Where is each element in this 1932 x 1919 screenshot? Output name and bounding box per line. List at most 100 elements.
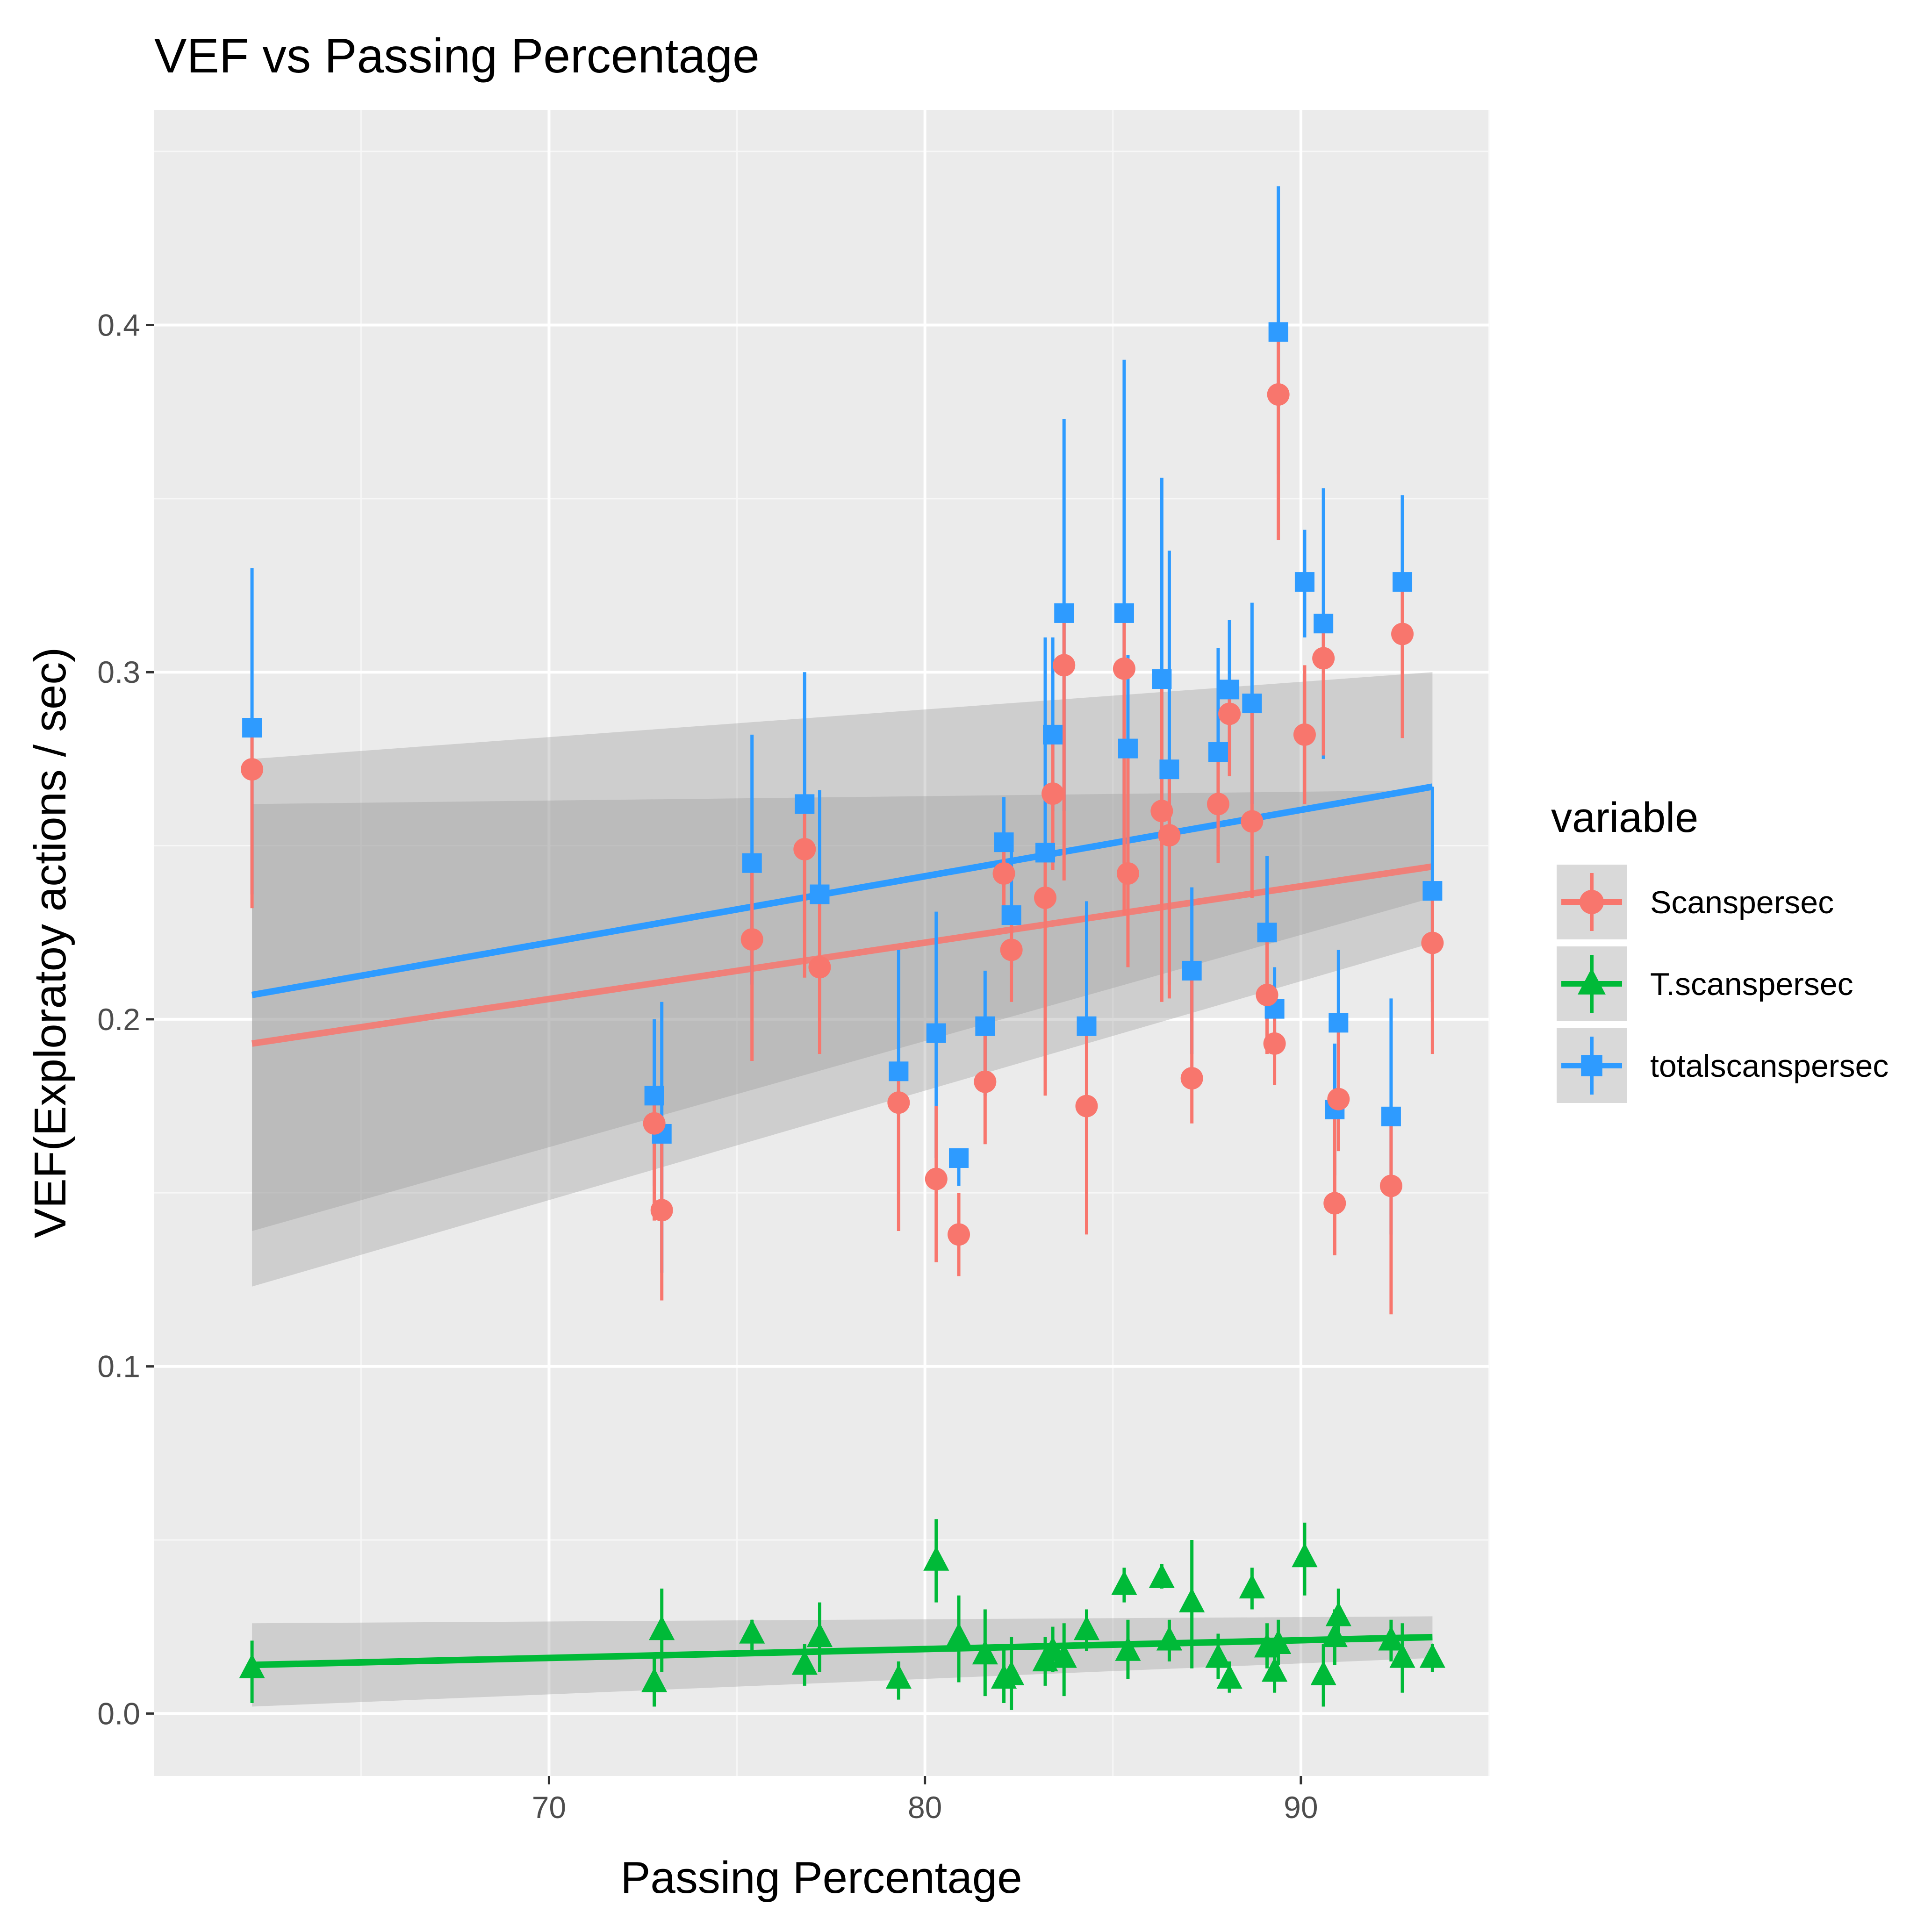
confidence-ribbon <box>252 672 1433 1231</box>
data-point <box>1419 1643 1445 1668</box>
data-point <box>1310 1661 1336 1685</box>
data-point <box>1422 881 1443 901</box>
legend-title: variable <box>1551 795 1698 841</box>
data-point <box>1111 1570 1137 1595</box>
data-point <box>1379 1174 1402 1197</box>
data-point <box>1322 1622 1348 1647</box>
data-point <box>1000 938 1023 961</box>
data-point <box>972 1640 998 1665</box>
data-point <box>925 1167 948 1190</box>
data-points <box>239 322 1445 1692</box>
data-point <box>1207 793 1229 816</box>
data-point <box>949 1148 969 1168</box>
data-point <box>994 832 1014 852</box>
data-point <box>1205 1643 1231 1668</box>
data-point <box>793 838 816 860</box>
data-point <box>1116 862 1139 885</box>
data-point <box>887 1091 910 1114</box>
data-point <box>1053 654 1076 677</box>
legend-key-circle <box>1580 890 1604 914</box>
data-point <box>946 1622 972 1647</box>
legend-label: totalscanspersec <box>1650 1048 1889 1084</box>
data-point <box>1182 960 1202 981</box>
data-point <box>1268 322 1288 342</box>
data-point <box>1325 1602 1351 1626</box>
confidence-ribbons <box>252 672 1433 1707</box>
data-point <box>889 1061 909 1081</box>
data-point <box>1159 759 1179 780</box>
data-point <box>998 1661 1025 1685</box>
data-point <box>1241 810 1264 833</box>
data-point <box>1043 724 1063 745</box>
data-point <box>1001 905 1021 925</box>
data-point <box>1292 1542 1318 1568</box>
chart-title: VEF vs Passing Percentage <box>154 29 760 83</box>
data-point <box>1242 694 1262 714</box>
data-point <box>643 1112 666 1135</box>
data-point <box>1327 1088 1350 1110</box>
data-point <box>1113 657 1135 680</box>
x-tick-label: 90 <box>1284 1790 1318 1825</box>
data-point <box>1378 1626 1404 1651</box>
data-point <box>739 1619 765 1644</box>
data-point <box>740 928 763 951</box>
data-point <box>1391 623 1414 645</box>
data-point <box>1114 603 1134 623</box>
data-point <box>1261 1657 1288 1682</box>
trend-lines <box>251 783 1433 1668</box>
data-point <box>1115 1636 1141 1661</box>
data-point <box>1267 383 1290 406</box>
data-point <box>1041 782 1064 805</box>
data-point <box>1149 1563 1175 1588</box>
data-point <box>641 1668 668 1692</box>
data-point <box>1156 1626 1183 1651</box>
x-tick-label: 70 <box>532 1790 566 1825</box>
data-point <box>1054 603 1074 623</box>
data-point <box>241 758 264 781</box>
data-point <box>242 718 262 738</box>
data-point <box>1220 680 1240 700</box>
y-tick-label: 0.2 <box>97 1002 140 1037</box>
data-point <box>1073 1615 1100 1640</box>
data-point <box>1314 614 1334 634</box>
data-point <box>1034 886 1057 909</box>
data-point <box>992 862 1015 885</box>
data-point <box>1051 1643 1077 1668</box>
trend-line <box>251 783 1433 998</box>
data-point <box>1179 1588 1205 1612</box>
x-tick-label: 80 <box>908 1790 942 1825</box>
data-point <box>808 956 831 979</box>
data-point <box>1421 931 1444 954</box>
data-point <box>1381 1106 1401 1126</box>
data-point <box>1323 1192 1346 1215</box>
x-axis-title: Passing Percentage <box>620 1853 1022 1903</box>
data-point <box>1294 572 1314 592</box>
y-tick-label: 0.3 <box>97 655 140 689</box>
data-point <box>644 1086 664 1106</box>
legend-label: Scanspersec <box>1650 885 1834 920</box>
data-point <box>1158 824 1181 847</box>
data-point <box>649 1615 675 1640</box>
data-point <box>1035 843 1056 863</box>
data-point <box>806 1622 833 1647</box>
data-point <box>1265 1629 1292 1654</box>
data-point <box>1239 1574 1265 1599</box>
legend-key-square <box>1581 1055 1602 1076</box>
data-point <box>885 1664 912 1689</box>
data-point <box>1150 800 1173 823</box>
data-point <box>1118 738 1138 759</box>
data-point <box>1312 647 1335 670</box>
grid-minor <box>154 110 1490 1776</box>
legend: variable Scanspersec T.scanspersec totalsc… <box>1551 795 1889 1103</box>
data-point <box>1077 1016 1097 1036</box>
data-point <box>795 794 815 814</box>
data-point <box>1208 742 1228 762</box>
data-point <box>1293 723 1316 746</box>
y-tick-label: 0.1 <box>97 1349 140 1384</box>
data-point <box>1152 669 1172 689</box>
legend-keys: Scanspersec T.scanspersec totalscanspersec <box>1557 865 1889 1103</box>
data-point <box>1216 1664 1243 1689</box>
data-point <box>791 1650 818 1675</box>
legend-key-triangle <box>1578 968 1606 995</box>
data-point <box>1256 983 1278 1006</box>
